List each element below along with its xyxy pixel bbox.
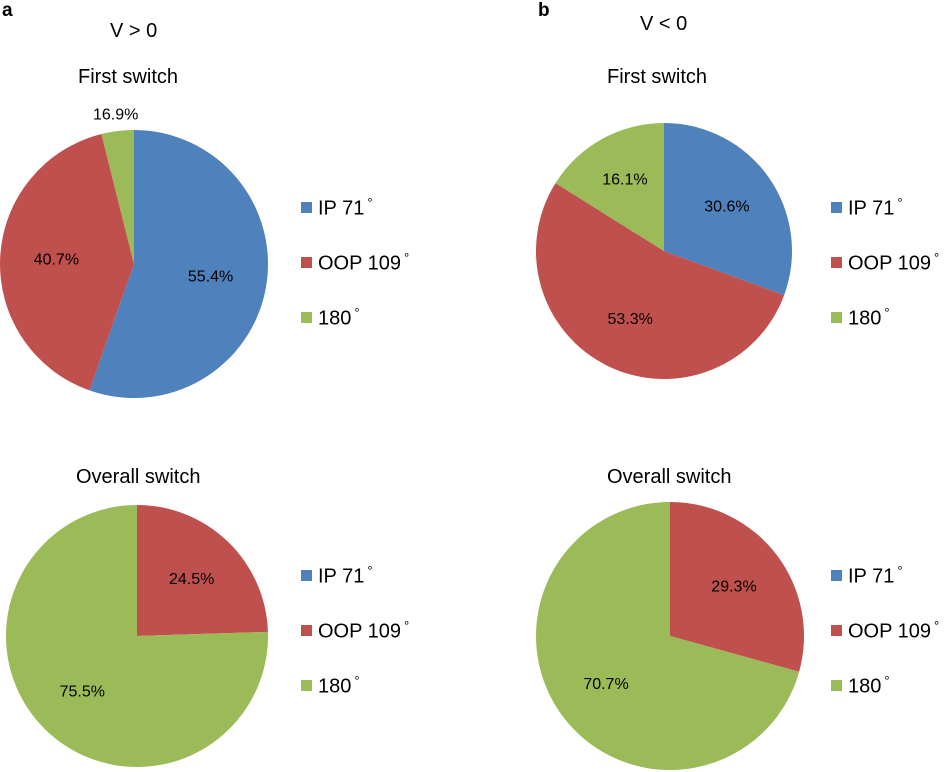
pie-slice-oop: [0, 134, 134, 391]
legend-label-ip: IP 71: [318, 197, 365, 220]
data-label-oop: 53.3%: [608, 311, 653, 328]
legend-label-oop: OOP 109: [848, 252, 932, 275]
legend-swatch-180: [831, 312, 842, 324]
legend-item-oop: OOP 109 °: [301, 618, 409, 644]
legend-item-ip: IP 71 °: [831, 563, 903, 589]
data-label-180: 16.1%: [602, 172, 647, 189]
legend-swatch-ip: [831, 202, 842, 214]
legend-label-180: 180: [848, 307, 882, 330]
pie-slice-oop: [137, 505, 268, 636]
legend-label-180: 180: [848, 675, 882, 698]
legend-label-ip: IP 71: [848, 565, 895, 588]
chart-title-a-overall: Overall switch: [76, 466, 201, 488]
data-label-oop: 40.7%: [34, 252, 79, 269]
legend-item-ip: IP 71 °: [301, 195, 373, 221]
legend-swatch-180: [301, 680, 312, 692]
pie-chart-b-overall-switch: 29.3% 70.7%: [536, 502, 804, 770]
degree-sign: °: [354, 673, 360, 688]
legend-swatch-ip: [301, 570, 312, 582]
legend-swatch-ip: [301, 202, 312, 214]
panel-letter-b: b: [538, 0, 550, 21]
legend-item-oop: OOP 109 °: [301, 250, 409, 276]
pie-chart-a-overall-switch: 24.5% 75.5%: [6, 505, 268, 767]
legend-item-180: 180 °: [831, 305, 890, 331]
panel-letter-a: a: [2, 0, 13, 21]
degree-sign: °: [367, 563, 373, 578]
legend-item-180: 180 °: [301, 673, 360, 699]
data-label-oop: 24.5%: [169, 571, 214, 588]
legend-label-oop: OOP 109: [318, 620, 402, 643]
pie-slice-ip: [89, 130, 269, 398]
pie-slice-180: [555, 123, 664, 251]
legend-swatch-oop: [301, 257, 312, 269]
legend-swatch-oop: [831, 257, 842, 269]
legend-swatch-oop: [301, 625, 312, 637]
data-label-180: 70.7%: [583, 676, 628, 693]
degree-sign: °: [884, 305, 890, 320]
legend-label-ip: IP 71: [318, 565, 365, 588]
legend-swatch-180: [831, 680, 842, 692]
pie-slice-oop: [670, 502, 804, 672]
chart-title-a-first: First switch: [78, 66, 178, 88]
degree-sign: °: [404, 618, 410, 633]
legend-label-180: 180: [318, 307, 352, 330]
chart-title-b-first: First switch: [607, 66, 707, 88]
legend-item-oop: OOP 109 °: [831, 618, 939, 644]
degree-sign: °: [897, 563, 903, 578]
legend-label-oop: OOP 109: [318, 252, 402, 275]
legend-item-ip: IP 71 °: [831, 195, 903, 221]
panel-heading-a: V > 0: [110, 20, 158, 42]
degree-sign: °: [367, 195, 373, 210]
pie-slice-ip: [664, 123, 792, 296]
legend-item-180: 180 °: [301, 305, 360, 331]
degree-sign: °: [897, 195, 903, 210]
pie-slice-180: [6, 505, 268, 767]
panel-heading-b: V < 0: [640, 13, 688, 35]
legend-swatch-ip: [831, 570, 842, 582]
legend-swatch-oop: [831, 625, 842, 637]
legend-swatch-180: [301, 312, 312, 324]
data-label-180: 75.5%: [60, 684, 105, 701]
pie-slice-180: [101, 130, 134, 264]
degree-sign: °: [884, 673, 890, 688]
legend-item-180: 180 °: [831, 673, 890, 699]
legend-item-oop: OOP 109 °: [831, 250, 939, 276]
data-label-oop: 29.3%: [711, 579, 756, 596]
data-label-ip: 30.6%: [704, 198, 749, 215]
degree-sign: °: [934, 250, 940, 265]
data-label-ip: 55.4%: [188, 268, 233, 285]
legend-label-180: 180: [318, 675, 352, 698]
pie-slice-oop: [535, 183, 785, 380]
legend-label-oop: OOP 109: [848, 620, 932, 643]
legend-item-ip: IP 71 °: [301, 563, 373, 589]
pie-chart-b-first-switch: 30.6% 53.3% 16.1%: [535, 123, 792, 380]
degree-sign: °: [404, 250, 410, 265]
pie-slice-180: [536, 502, 800, 770]
chart-title-b-overall: Overall switch: [607, 466, 732, 488]
legend-label-ip: IP 71: [848, 197, 895, 220]
pie-chart-a-first-switch: 55.4% 40.7% 16.9%: [0, 106, 269, 398]
degree-sign: °: [934, 618, 940, 633]
degree-sign: °: [354, 305, 360, 320]
data-label-180: 16.9%: [93, 106, 138, 123]
